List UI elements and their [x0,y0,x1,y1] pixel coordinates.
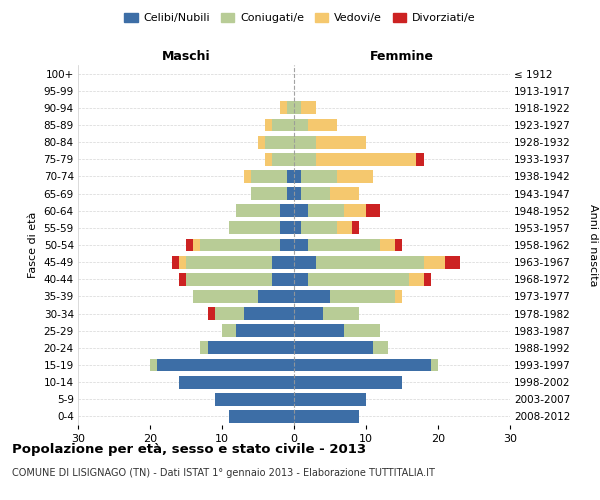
Bar [294,324,344,337]
Y-axis label: Anni di nascita: Anni di nascita [587,204,598,286]
Bar [416,153,424,166]
Text: Femmine: Femmine [370,50,434,63]
Bar [373,342,388,354]
Bar [337,222,352,234]
Bar [301,102,316,114]
Bar [251,170,287,183]
Bar [280,222,294,234]
Bar [431,358,438,372]
Bar [157,358,294,372]
Bar [200,238,280,252]
Bar [287,170,294,183]
Bar [208,307,215,320]
Bar [215,393,294,406]
Bar [244,307,294,320]
Text: COMUNE DI LISIGNAGO (TN) - Dati ISTAT 1° gennaio 2013 - Elaborazione TUTTITALIA.: COMUNE DI LISIGNAGO (TN) - Dati ISTAT 1°… [12,468,435,478]
Bar [251,187,287,200]
Bar [294,136,316,148]
Bar [265,136,294,148]
Bar [330,290,395,303]
Bar [236,204,280,217]
Text: Popolazione per età, sesso e stato civile - 2013: Popolazione per età, sesso e stato civil… [12,442,366,456]
Bar [409,273,424,285]
Bar [330,187,359,200]
Bar [424,256,445,268]
Bar [208,342,294,354]
Bar [172,256,179,268]
Bar [229,410,294,423]
Bar [344,324,380,337]
Bar [272,118,294,132]
Bar [280,204,294,217]
Bar [272,256,294,268]
Bar [265,153,272,166]
Bar [316,153,416,166]
Bar [229,222,280,234]
Bar [424,273,431,285]
Bar [272,153,294,166]
Bar [308,118,337,132]
Bar [150,358,157,372]
Bar [179,256,186,268]
Bar [294,410,359,423]
Bar [179,273,186,285]
Bar [265,118,272,132]
Bar [258,136,265,148]
Bar [294,153,316,166]
Bar [215,307,244,320]
Bar [294,238,308,252]
Bar [337,170,373,183]
Bar [308,273,409,285]
Bar [294,256,316,268]
Bar [186,273,272,285]
Bar [294,307,323,320]
Bar [193,290,258,303]
Bar [294,273,308,285]
Bar [294,222,301,234]
Bar [316,256,424,268]
Bar [294,393,366,406]
Bar [316,136,366,148]
Bar [294,187,301,200]
Bar [287,187,294,200]
Bar [395,238,402,252]
Y-axis label: Fasce di età: Fasce di età [28,212,38,278]
Bar [294,358,431,372]
Bar [179,376,294,388]
Text: Maschi: Maschi [161,50,211,63]
Bar [395,290,402,303]
Bar [272,273,294,285]
Bar [222,324,236,337]
Legend: Celibi/Nubili, Coniugati/e, Vedovi/e, Divorziati/e: Celibi/Nubili, Coniugati/e, Vedovi/e, Di… [120,8,480,28]
Bar [200,342,208,354]
Bar [294,342,373,354]
Bar [193,238,200,252]
Bar [236,324,294,337]
Bar [445,256,460,268]
Bar [287,102,294,114]
Bar [258,290,294,303]
Bar [294,290,330,303]
Bar [301,170,337,183]
Bar [301,187,330,200]
Bar [186,238,193,252]
Bar [366,204,380,217]
Bar [308,238,380,252]
Bar [323,307,359,320]
Bar [344,204,366,217]
Bar [280,102,287,114]
Bar [294,102,301,114]
Bar [301,222,337,234]
Bar [280,238,294,252]
Bar [294,376,402,388]
Bar [308,204,344,217]
Bar [352,222,359,234]
Bar [244,170,251,183]
Bar [294,170,301,183]
Bar [294,118,308,132]
Bar [186,256,272,268]
Bar [294,204,308,217]
Bar [380,238,395,252]
